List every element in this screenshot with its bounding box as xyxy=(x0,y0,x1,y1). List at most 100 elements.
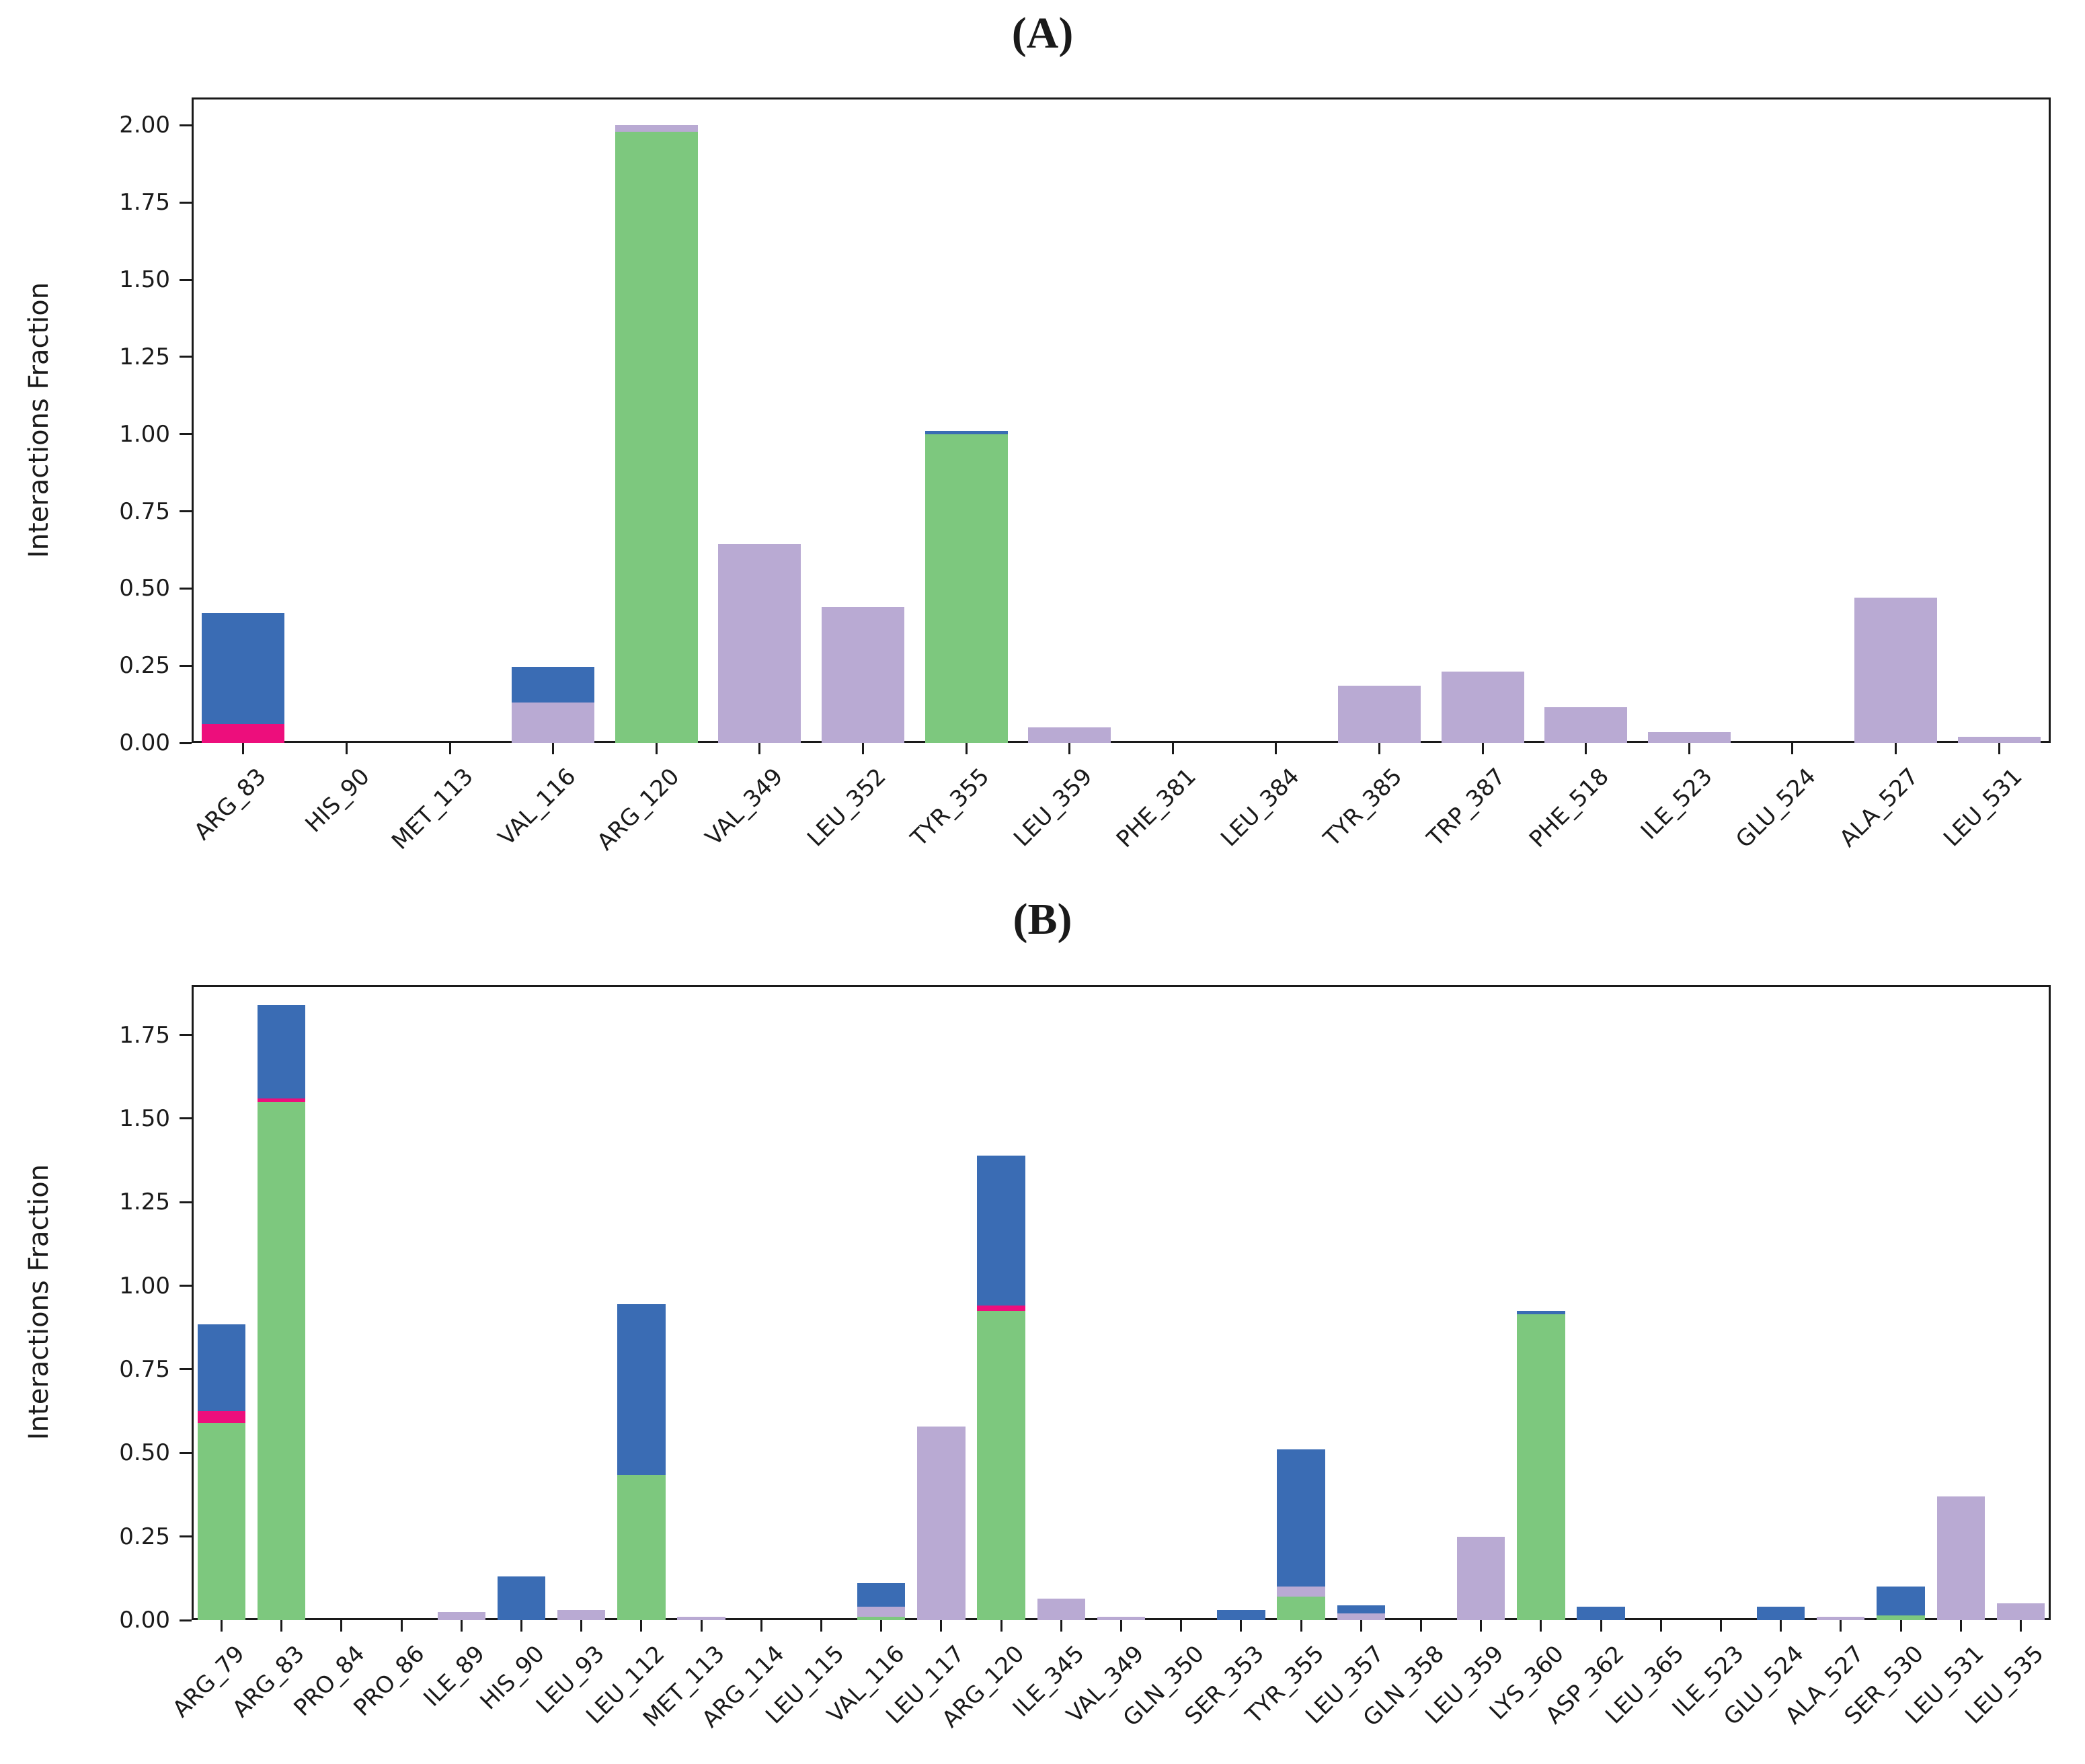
bar-segment-leu_535-purple xyxy=(1996,1603,2045,1620)
x-tick-label-val_116: VAL_116 xyxy=(493,763,582,851)
x-tick xyxy=(760,1620,762,1632)
bar-segment-tyr_385-purple xyxy=(1338,686,1421,743)
y-tick xyxy=(180,356,192,358)
x-tick xyxy=(820,1620,823,1632)
y-tick-label-0.75: 0.75 xyxy=(119,497,170,525)
x-tick xyxy=(1600,1620,1602,1632)
bar-segment-tyr_355-blue xyxy=(925,431,1008,434)
x-tick xyxy=(1000,1620,1002,1632)
x-tick-label-his_90: HIS_90 xyxy=(300,763,375,838)
x-tick xyxy=(1719,1620,1722,1632)
x-tick xyxy=(2019,1620,2022,1632)
y-tick xyxy=(180,664,192,667)
y-tick xyxy=(180,1535,192,1538)
bar-segment-arg_83-blue xyxy=(258,1004,306,1099)
chart-a-y-axis-label: Interactions Fraction xyxy=(24,282,54,559)
x-tick xyxy=(1171,743,1174,754)
x-tick xyxy=(1060,1620,1062,1632)
x-tick xyxy=(965,743,968,754)
y-tick xyxy=(180,278,192,281)
x-tick xyxy=(1481,743,1484,754)
x-tick xyxy=(1480,1620,1483,1632)
bar-segment-leu_117-purple xyxy=(917,1426,966,1620)
y-tick-label-0.75: 0.75 xyxy=(119,1355,170,1383)
bar-segment-leu_357-purple xyxy=(1337,1613,1385,1620)
y-tick-label-0.00: 0.00 xyxy=(119,729,170,756)
bar-segment-tyr_355-green xyxy=(925,434,1008,743)
x-tick xyxy=(580,1620,583,1632)
bar-segment-val_116-blue xyxy=(512,667,595,703)
bar-segment-val_116-purple xyxy=(512,703,595,743)
bar-segment-arg_79-blue xyxy=(197,1324,246,1412)
x-tick xyxy=(1419,1620,1422,1632)
x-tick xyxy=(1275,743,1277,754)
y-tick xyxy=(180,741,192,744)
y-tick xyxy=(180,1117,192,1120)
y-tick xyxy=(180,1451,192,1454)
x-tick xyxy=(242,743,245,754)
x-tick xyxy=(1180,1620,1183,1632)
bar-segment-leu_359-purple xyxy=(1456,1536,1505,1620)
x-tick xyxy=(1378,743,1381,754)
x-tick xyxy=(1895,743,1897,754)
x-tick-label-ile_523: ILE_523 xyxy=(1635,763,1718,845)
bar-segment-ser_530-blue xyxy=(1877,1587,1925,1615)
bar-segment-his_90-blue xyxy=(497,1576,546,1620)
bar-segment-trp_387-purple xyxy=(1441,672,1524,743)
bar-segment-val_349-purple xyxy=(718,543,801,743)
bar-segment-leu_112-blue xyxy=(617,1304,666,1475)
bar-segment-ile_345-purple xyxy=(1037,1598,1085,1620)
bar-segment-arg_79-pink xyxy=(197,1411,246,1423)
y-tick-label-0.50: 0.50 xyxy=(119,1439,170,1467)
y-tick-label-0.25: 0.25 xyxy=(119,1523,170,1550)
y-tick xyxy=(180,1619,192,1621)
bar-segment-arg_120-green xyxy=(977,1310,1025,1620)
x-tick-label-tyr_355: TYR_355 xyxy=(906,763,995,852)
x-tick xyxy=(460,1620,463,1632)
y-tick-label-1.75: 1.75 xyxy=(119,1021,170,1049)
bar-segment-leu_352-purple xyxy=(822,606,904,743)
y-tick-label-1.25: 1.25 xyxy=(119,343,170,370)
x-tick xyxy=(340,1620,343,1632)
y-tick-label-2.00: 2.00 xyxy=(119,112,170,139)
y-tick-label-0.00: 0.00 xyxy=(119,1607,170,1634)
y-tick-label-1.50: 1.50 xyxy=(119,1105,170,1132)
x-tick xyxy=(880,1620,883,1632)
x-tick-label-glu_524: GLU_524 xyxy=(1730,763,1821,854)
x-tick-label-phe_518: PHE_518 xyxy=(1524,763,1615,853)
x-tick xyxy=(520,1620,523,1632)
x-tick xyxy=(345,743,348,754)
bar-segment-val_116-purple xyxy=(857,1607,906,1617)
bar-segment-glu_524-blue xyxy=(1756,1607,1805,1620)
bar-segment-leu_357-blue xyxy=(1337,1605,1385,1614)
bar-segment-tyr_355-green xyxy=(1277,1597,1325,1620)
bar-segment-lys_360-blue xyxy=(1517,1310,1565,1314)
bar-segment-val_116-green xyxy=(857,1617,906,1620)
x-tick-label-tyr_385: TYR_385 xyxy=(1319,763,1408,852)
chart-b-y-axis-label: Interactions Fraction xyxy=(24,1164,54,1441)
x-tick xyxy=(655,743,658,754)
y-tick xyxy=(180,510,192,512)
bar-segment-ser_353-blue xyxy=(1217,1610,1265,1620)
x-tick xyxy=(1998,743,2000,754)
x-tick xyxy=(280,1620,283,1632)
x-tick xyxy=(1300,1620,1302,1632)
bar-segment-tyr_355-purple xyxy=(1277,1587,1325,1597)
bar-segment-lys_360-green xyxy=(1517,1314,1565,1620)
y-tick-label-1.75: 1.75 xyxy=(119,189,170,216)
y-tick xyxy=(180,1368,192,1371)
x-tick xyxy=(1959,1620,1962,1632)
bar-segment-arg_79-green xyxy=(197,1422,246,1620)
x-tick xyxy=(640,1620,643,1632)
bar-segment-arg_83-pink xyxy=(202,724,285,743)
chart-a-title: (A) xyxy=(1011,9,1074,58)
y-tick-label-1.00: 1.00 xyxy=(119,420,170,448)
x-tick-label-ala_527: ALA_527 xyxy=(1834,763,1924,853)
bar-segment-met_113-purple xyxy=(677,1617,725,1620)
x-tick xyxy=(1585,743,1587,754)
x-tick xyxy=(700,1620,703,1632)
chart-b-plot-area xyxy=(192,985,2051,1620)
x-tick xyxy=(1899,1620,1902,1632)
x-tick xyxy=(861,743,864,754)
bar-segment-ile_523-purple xyxy=(1647,731,1731,743)
